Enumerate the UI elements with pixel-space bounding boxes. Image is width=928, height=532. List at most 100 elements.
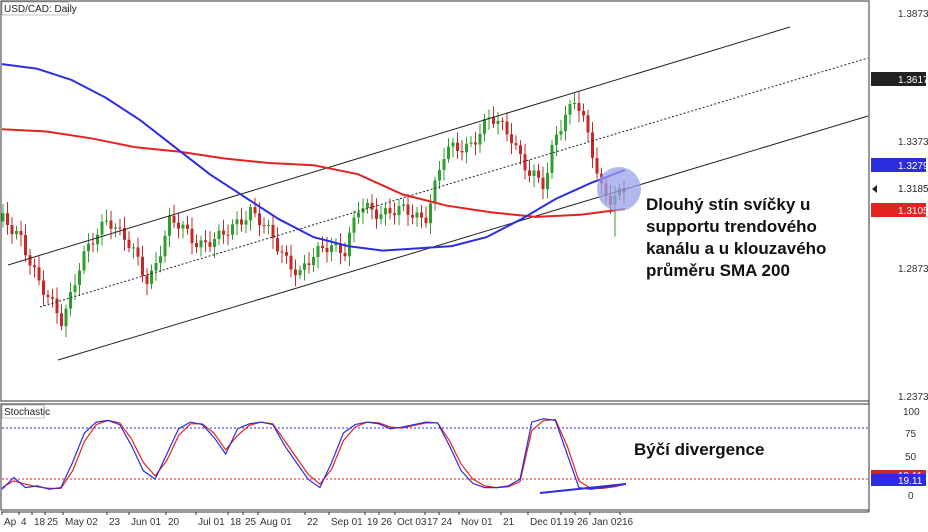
- candle-body: [69, 291, 72, 309]
- candle-body: [213, 239, 216, 247]
- date-tick-label: Jun 01: [131, 517, 161, 528]
- candle-body: [447, 146, 450, 159]
- candle-body: [181, 224, 185, 229]
- candle-body: [393, 213, 396, 216]
- candle-body: [132, 247, 135, 249]
- candle-body: [24, 235, 27, 256]
- candle-body: [150, 270, 153, 285]
- candle-body: [433, 180, 437, 204]
- candle-body: [258, 213, 261, 226]
- stoch-value-tag: 19.11: [898, 476, 923, 487]
- date-tick-label: Oct 03: [397, 517, 427, 528]
- date-tick-label: 25: [47, 517, 59, 528]
- candle-body: [249, 207, 252, 221]
- candle-body: [564, 114, 567, 132]
- candle-body: [379, 214, 383, 219]
- candle-body: [348, 232, 351, 257]
- candle-body: [478, 133, 482, 145]
- price-tag-label: 1.3279: [898, 161, 928, 172]
- candle-body: [366, 202, 369, 209]
- candle-body: [595, 158, 599, 174]
- date-tick-label: 18: [230, 517, 242, 528]
- date-tick-label: Jan 02: [592, 517, 622, 528]
- candle-body: [127, 239, 131, 248]
- candle-body: [154, 263, 158, 271]
- candle-body: [28, 255, 32, 266]
- stochastic-pane-frame: [0, 403, 870, 511]
- date-tick-label: 25: [245, 517, 257, 528]
- candle-body: [118, 227, 122, 229]
- candle-body: [15, 231, 18, 235]
- price-tag-label: 1.3105: [898, 206, 928, 217]
- price-pane-title: USD/CAD: Daily: [4, 4, 77, 15]
- date-tick-label: Nov 01: [461, 517, 493, 528]
- candle-body: [312, 257, 315, 265]
- candle-body: [271, 224, 275, 239]
- stoch-tick-label: 100: [903, 407, 920, 418]
- trend-channel: [7, 26, 869, 361]
- sma200-line: [1, 128, 626, 218]
- candle-body: [64, 308, 68, 327]
- candle-body: [136, 247, 140, 257]
- price-tick-label: 1.2873: [898, 264, 928, 275]
- stochastic-pane-title: Stochastic: [4, 407, 50, 418]
- candle-body: [546, 172, 549, 190]
- date-tick-label: 20: [168, 517, 180, 528]
- candle-body: [280, 251, 284, 253]
- candle-body: [105, 220, 108, 222]
- candle-body: [541, 177, 545, 189]
- highlight-circle: [597, 167, 641, 211]
- price-plot: [1, 26, 869, 361]
- date-tick-label: May 02: [65, 517, 98, 528]
- date-tick-label: 19: [563, 517, 575, 528]
- candle-body: [60, 313, 63, 327]
- price-tag-sma100: 1.3279: [871, 158, 928, 172]
- stochastic-pane-title-badge: Stochastic: [1, 404, 50, 419]
- candle-body: [190, 228, 194, 243]
- candle-body: [226, 234, 230, 236]
- candle-body: [352, 217, 356, 233]
- stoch-tick-label: 0: [908, 491, 914, 502]
- price-pane-title-badge: USD/CAD: Daily: [1, 1, 77, 16]
- candle-body: [145, 275, 149, 285]
- stoch-tick-label: 50: [905, 452, 917, 463]
- candle-body: [442, 159, 446, 170]
- candle-body: [267, 224, 270, 226]
- price-tag-label: 1.3617: [898, 75, 928, 86]
- candle-body: [37, 267, 41, 281]
- candle-body: [199, 240, 203, 248]
- candle-body: [406, 204, 410, 215]
- candle-body: [195, 243, 198, 248]
- candle-body: [559, 131, 563, 135]
- candle-body: [87, 243, 90, 252]
- price-tag-label: 1.3185: [898, 184, 928, 195]
- date-tick-label: 22: [307, 517, 319, 528]
- price-axis: 1.3873 1.3373 1.2873 1.2373: [898, 9, 928, 403]
- price-tag-current-high: 1.3617: [871, 72, 928, 86]
- date-tick-label: Aug 01: [260, 517, 292, 528]
- candle-body: [235, 219, 239, 225]
- candle-body: [114, 227, 117, 229]
- candle-body: [339, 243, 342, 253]
- date-tick-label: 26: [577, 517, 589, 528]
- sma100-line: [1, 63, 626, 252]
- candle-body: [501, 120, 504, 122]
- candle-body: [523, 154, 527, 171]
- candle-body: [361, 208, 365, 213]
- candle-body: [460, 151, 464, 153]
- candle-body: [321, 245, 324, 248]
- price-tag-last-price: 1.3185: [872, 184, 928, 195]
- price-tick-label: 1.3373: [898, 137, 928, 148]
- candle-body: [82, 251, 86, 271]
- candle-body: [514, 143, 518, 146]
- candle-body: [325, 248, 329, 253]
- stoch-value-tags: 19.11 19.11: [871, 470, 926, 487]
- candle-body: [51, 297, 54, 299]
- candle-body: [334, 243, 338, 246]
- candle-body: [415, 212, 419, 218]
- candle-body: [397, 206, 401, 216]
- candle-body: [550, 144, 554, 173]
- candle-body: [168, 215, 171, 236]
- candle-body: [375, 209, 378, 219]
